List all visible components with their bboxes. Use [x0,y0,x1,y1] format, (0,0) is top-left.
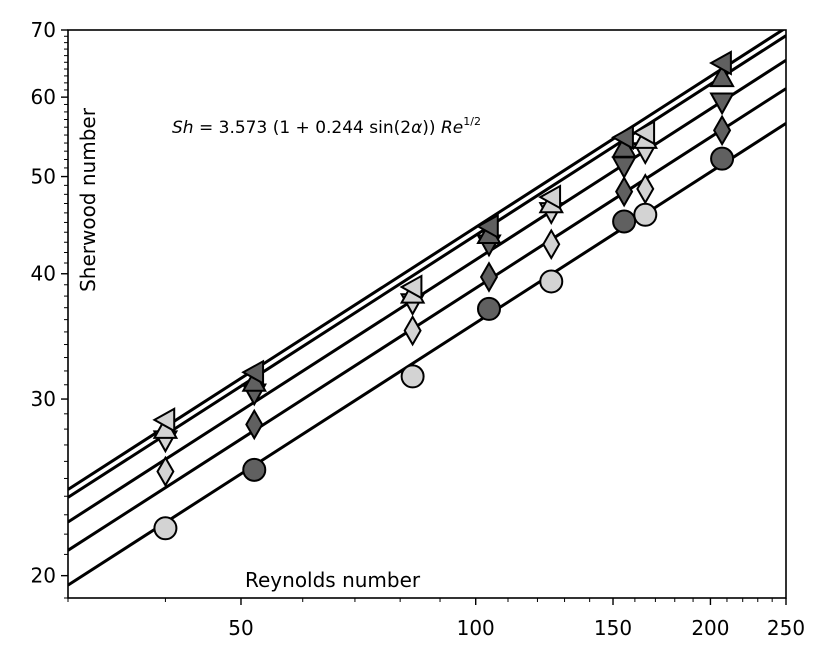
fit-line-3 [68,59,786,524]
marker-circle-s2-p2 [476,296,501,321]
x-axis: 50 100 150 200 250 [67,598,805,640]
marker-circle-s2-p3 [612,209,637,234]
marker-triangle-left-s10-p2 [475,213,499,240]
y-tick-label: 70 [31,18,56,42]
equation-annotation: Sh = 3.573 (1 + 0.244 sin(2α)) Re1/2 [172,115,481,138]
marker-circle-s2-p1 [242,457,267,482]
marker-diamond-s3-p1 [156,455,175,488]
x-axis-label: Reynolds number [245,568,421,592]
data-markers [152,50,735,541]
x-tick-label: 50 [228,616,253,640]
marker-circle-s2-p4 [710,146,735,171]
marker-diamond-s3-p2 [403,314,422,347]
marker-diamond-s4-p3 [615,175,634,208]
y-axis: 20 30 40 50 60 70 [31,18,68,599]
y-axis-label: Sherwood number [76,107,100,292]
fit-line-2 [68,87,786,552]
fit-line-5 [68,30,786,491]
marker-triangle-up-s8-p4 [709,64,735,88]
marker-diamond-s4-p4 [713,114,732,147]
marker-triangle-left-s9-p4 [632,119,656,146]
fit-lines [68,30,786,587]
y-tick-label: 20 [31,564,56,588]
x-tick-label: 100 [457,616,495,640]
x-tick-label: 200 [691,616,729,640]
marker-triangle-left-s10-p1 [241,359,265,386]
marker-circle-s1-p1 [153,516,178,541]
marker-triangle-left-s9-p2 [399,274,423,300]
x-tick-label: 250 [767,616,805,640]
fit-line-1 [68,122,786,587]
marker-triangle-down-s6-p3 [611,156,637,180]
marker-triangle-left-s10-p4 [709,50,732,76]
marker-triangle-left-s9-p3 [538,184,562,210]
y-tick-label: 30 [31,387,56,411]
x-tick-label: 150 [594,616,632,640]
marker-diamond-s4-p1 [245,408,264,441]
marker-triangle-down-s6-p4 [709,92,735,116]
marker-triangle-left-s10-p3 [611,124,634,151]
plot-frame [67,29,787,599]
y-tick-label: 50 [31,165,56,189]
marker-circle-s1-p2 [400,364,425,389]
marker-diamond-s3-p3 [542,228,561,261]
marker-diamond-s4-p2 [479,261,499,293]
y-tick-label: 40 [31,262,56,286]
marker-circle-s1-p4 [633,202,658,227]
fit-line-4 [68,34,786,499]
marker-circle-s1-p3 [539,269,564,294]
marker-triangle-left-s9-p1 [152,407,176,433]
marker-diamond-s3-p4 [636,173,655,205]
y-tick-label: 60 [31,85,56,109]
